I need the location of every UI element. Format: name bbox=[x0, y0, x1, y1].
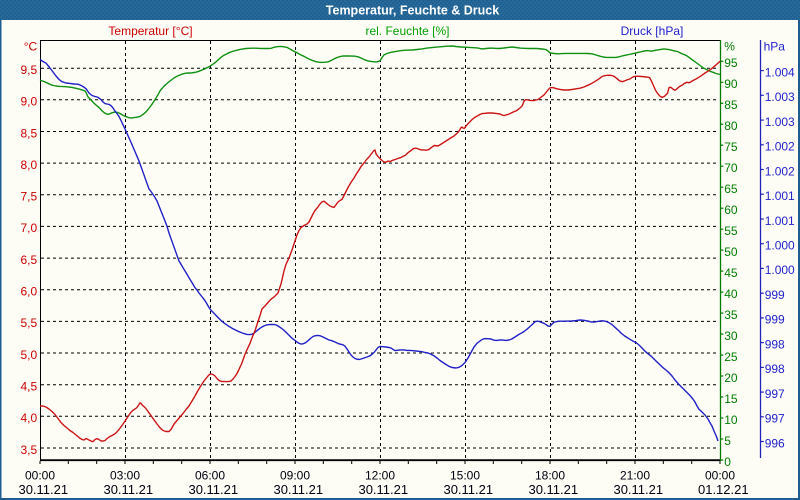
svg-text:997: 997 bbox=[765, 387, 785, 401]
svg-text:30.11.21: 30.11.21 bbox=[188, 482, 238, 497]
svg-text:30.11.21: 30.11.21 bbox=[273, 482, 323, 497]
svg-text:%: % bbox=[724, 39, 735, 53]
svg-text:18:00: 18:00 bbox=[535, 468, 565, 482]
svg-text:40: 40 bbox=[724, 287, 738, 301]
svg-text:998: 998 bbox=[765, 337, 785, 351]
svg-text:1.004: 1.004 bbox=[765, 65, 795, 79]
svg-text:999: 999 bbox=[765, 313, 785, 327]
svg-text:7,5: 7,5 bbox=[21, 190, 38, 204]
svg-text:06:00: 06:00 bbox=[195, 468, 225, 482]
svg-text:997: 997 bbox=[765, 412, 785, 426]
svg-text:6,5: 6,5 bbox=[21, 253, 38, 267]
svg-text:30.11.21: 30.11.21 bbox=[443, 482, 493, 497]
svg-text:60: 60 bbox=[724, 203, 738, 217]
svg-text:01.12.21: 01.12.21 bbox=[698, 482, 749, 497]
svg-text:9,5: 9,5 bbox=[21, 63, 38, 77]
svg-text:1.001: 1.001 bbox=[765, 214, 795, 228]
svg-text:95: 95 bbox=[724, 56, 738, 70]
svg-text:35: 35 bbox=[724, 308, 738, 322]
svg-text:6,0: 6,0 bbox=[21, 285, 38, 299]
svg-text:3,5: 3,5 bbox=[21, 443, 38, 457]
svg-text:8,5: 8,5 bbox=[21, 126, 38, 140]
svg-text:Druck [hPa]: Druck [hPa] bbox=[621, 24, 684, 38]
svg-text:10: 10 bbox=[724, 413, 738, 427]
svg-text:0: 0 bbox=[724, 455, 731, 469]
svg-text:00:00: 00:00 bbox=[25, 468, 55, 482]
svg-text:1.000: 1.000 bbox=[765, 239, 795, 253]
svg-text:996: 996 bbox=[765, 436, 785, 450]
svg-text:45: 45 bbox=[724, 266, 738, 280]
svg-text:5: 5 bbox=[724, 434, 731, 448]
svg-text:30.11.21: 30.11.21 bbox=[613, 482, 663, 497]
svg-text:7,0: 7,0 bbox=[21, 221, 38, 235]
svg-text:75: 75 bbox=[724, 140, 738, 154]
svg-text:°C: °C bbox=[24, 39, 38, 53]
svg-text:30: 30 bbox=[724, 329, 738, 343]
svg-text:1.000: 1.000 bbox=[765, 263, 795, 277]
svg-text:Temperatur [°C]: Temperatur [°C] bbox=[108, 24, 192, 38]
svg-text:5,0: 5,0 bbox=[21, 348, 38, 362]
svg-text:70: 70 bbox=[724, 161, 738, 175]
svg-text:25: 25 bbox=[724, 350, 738, 364]
svg-text:80: 80 bbox=[724, 119, 738, 133]
svg-text:999: 999 bbox=[765, 288, 785, 302]
svg-text:4,0: 4,0 bbox=[21, 411, 38, 425]
svg-text:85: 85 bbox=[724, 98, 738, 112]
svg-text:15:00: 15:00 bbox=[450, 468, 480, 482]
svg-text:5,5: 5,5 bbox=[21, 316, 38, 330]
svg-text:21:00: 21:00 bbox=[620, 468, 650, 482]
svg-text:1.002: 1.002 bbox=[765, 140, 795, 154]
svg-text:50: 50 bbox=[724, 245, 738, 259]
svg-text:998: 998 bbox=[765, 362, 785, 376]
svg-text:1.003: 1.003 bbox=[765, 90, 795, 104]
svg-text:15: 15 bbox=[724, 392, 738, 406]
svg-text:55: 55 bbox=[724, 224, 738, 238]
svg-text:Temperatur, Feuchte & Druck: Temperatur, Feuchte & Druck bbox=[326, 4, 499, 18]
svg-text:1.002: 1.002 bbox=[765, 164, 795, 178]
svg-text:12:00: 12:00 bbox=[365, 468, 395, 482]
svg-text:30.11.21: 30.11.21 bbox=[528, 482, 578, 497]
svg-text:4,5: 4,5 bbox=[21, 380, 38, 394]
svg-text:09:00: 09:00 bbox=[280, 468, 310, 482]
svg-text:1.001: 1.001 bbox=[765, 189, 795, 203]
svg-text:rel. Feuchte [%]: rel. Feuchte [%] bbox=[365, 24, 449, 38]
svg-text:9,0: 9,0 bbox=[21, 95, 38, 109]
svg-text:90: 90 bbox=[724, 77, 738, 91]
svg-text:hPa: hPa bbox=[764, 39, 786, 53]
svg-text:03:00: 03:00 bbox=[110, 468, 140, 482]
svg-text:00:00: 00:00 bbox=[705, 468, 735, 482]
svg-text:1.003: 1.003 bbox=[765, 115, 795, 129]
svg-text:30.11.21: 30.11.21 bbox=[358, 482, 408, 497]
svg-text:20: 20 bbox=[724, 371, 738, 385]
svg-text:65: 65 bbox=[724, 182, 738, 196]
svg-text:30.11.21: 30.11.21 bbox=[18, 482, 68, 497]
svg-text:30.11.21: 30.11.21 bbox=[103, 482, 153, 497]
svg-text:8,0: 8,0 bbox=[21, 158, 38, 172]
